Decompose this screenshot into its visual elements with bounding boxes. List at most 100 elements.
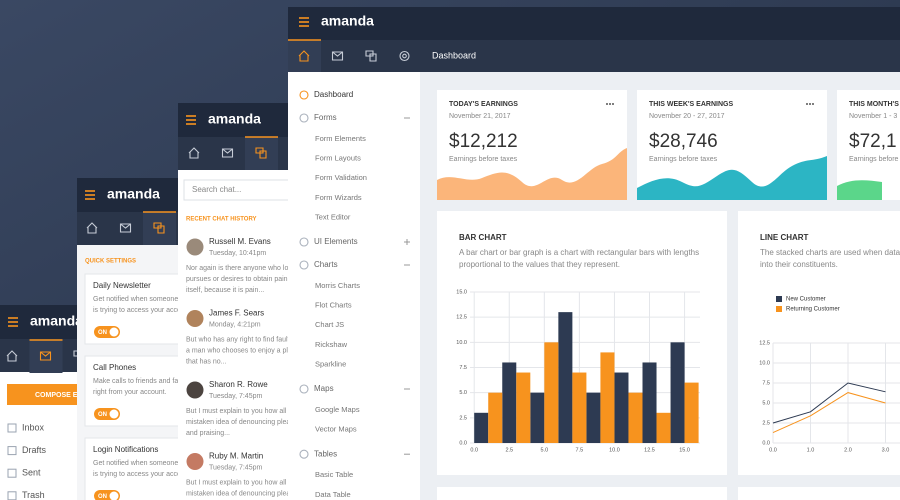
menu-group[interactable]: UI Elements xyxy=(314,237,358,246)
menu-item[interactable]: Form Layouts xyxy=(315,154,361,163)
menu-item[interactable]: Data Table xyxy=(315,490,351,499)
chat-icon[interactable] xyxy=(365,50,377,62)
chat-shape xyxy=(153,222,165,234)
avatar[interactable] xyxy=(186,381,204,399)
chat-text: mistaken idea of denouncing pleas xyxy=(186,490,294,497)
y-tick-label: 7.5 xyxy=(459,365,467,371)
mail-icon[interactable] xyxy=(39,351,52,361)
toggle-label: ON xyxy=(98,330,107,336)
menu-group[interactable]: Tables xyxy=(314,449,337,458)
folder-icon[interactable] xyxy=(7,423,17,433)
menu-group[interactable]: Charts xyxy=(314,260,338,269)
toggle-knob[interactable] xyxy=(109,491,119,500)
card-menu[interactable] xyxy=(806,103,808,105)
brand: amanda xyxy=(321,13,374,29)
card-menu[interactable] xyxy=(812,103,814,105)
menu-item[interactable]: Form Elements xyxy=(315,134,366,143)
bar xyxy=(558,312,573,443)
menu-item[interactable]: Text Editor xyxy=(315,212,351,221)
card-menu[interactable] xyxy=(612,103,614,105)
gear-hub xyxy=(402,53,407,59)
dot-icon[interactable] xyxy=(299,260,309,270)
setting-text: Make calls to friends and fa xyxy=(93,378,178,385)
home-shape xyxy=(188,147,200,159)
folder-icon[interactable] xyxy=(7,468,17,478)
menu-item[interactable]: Rickshaw xyxy=(315,340,348,349)
x-tick-label: 2.5 xyxy=(505,447,513,453)
x-tick-label: 12.5 xyxy=(644,447,655,453)
menu-item[interactable]: Morris Charts xyxy=(315,281,360,290)
chat-icon[interactable] xyxy=(153,222,165,234)
home-icon[interactable] xyxy=(188,147,200,159)
menu-item[interactable]: Google Maps xyxy=(315,405,360,414)
card-menu[interactable] xyxy=(606,103,608,105)
folder[interactable]: Drafts xyxy=(22,445,47,455)
card-date: November 20 - 27, 2017 xyxy=(649,113,725,120)
menu-group[interactable]: Forms xyxy=(314,113,337,122)
bar xyxy=(656,412,671,443)
menu-item[interactable]: Form Validation xyxy=(315,173,367,182)
card xyxy=(437,487,727,500)
x-tick-label: 5.0 xyxy=(541,447,549,453)
home-icon[interactable] xyxy=(298,50,310,62)
card-menu[interactable] xyxy=(809,103,811,105)
gear-icon[interactable] xyxy=(399,50,410,62)
dot-icon[interactable] xyxy=(299,113,309,123)
mail-icon[interactable] xyxy=(221,148,234,158)
toggle-knob[interactable] xyxy=(109,327,119,337)
menu-group[interactable]: Maps xyxy=(314,384,334,393)
card-menu[interactable] xyxy=(609,103,611,105)
menu-group[interactable]: Dashboard xyxy=(314,90,353,99)
x-tick-label: 0.0 xyxy=(470,447,478,453)
gear-shape xyxy=(399,50,410,62)
menu-item[interactable]: Sparkline xyxy=(315,359,346,368)
chat-name[interactable]: Ruby M. Martin xyxy=(209,452,263,461)
card-amount: $12,212 xyxy=(449,131,518,152)
chat-name[interactable]: Sharon R. Rowe xyxy=(209,380,268,389)
x-tick-label: 7.5 xyxy=(576,447,584,453)
toggle-label: ON xyxy=(98,494,107,500)
menu-item[interactable]: Form Wizards xyxy=(315,193,362,202)
chat-name[interactable]: James F. Sears xyxy=(209,309,264,318)
y-tick-label: 0.0 xyxy=(762,440,770,446)
folder[interactable]: Inbox xyxy=(22,422,45,432)
dot-icon[interactable] xyxy=(299,90,309,100)
chat-icon[interactable] xyxy=(255,147,267,159)
chat-name[interactable]: Russell M. Evans xyxy=(209,237,271,246)
bar xyxy=(572,372,587,443)
folder[interactable]: Sent xyxy=(22,468,41,478)
card-date: November 21, 2017 xyxy=(449,113,511,120)
y-tick-label: 5.0 xyxy=(762,400,770,406)
folder-icon[interactable] xyxy=(7,446,17,456)
menu-item[interactable]: Flot Charts xyxy=(315,301,352,310)
avatar[interactable] xyxy=(186,310,204,327)
y-tick-label: 2.5 xyxy=(762,420,770,426)
dot-icon[interactable] xyxy=(299,237,309,247)
setting-text: is trying to access your accou xyxy=(93,307,185,314)
card-note: Earnings before taxes xyxy=(449,156,518,163)
mail-shape xyxy=(119,223,132,233)
mail-icon[interactable] xyxy=(331,51,344,61)
menu-item[interactable]: Vector Maps xyxy=(315,425,357,434)
chat-text: pursues or desires to obtain pain o xyxy=(186,276,294,283)
home-icon[interactable] xyxy=(86,222,98,234)
mail-icon[interactable] xyxy=(119,223,132,233)
chat-text: that has no... xyxy=(186,358,227,365)
chat-time: Tuesday, 10:41pm xyxy=(209,250,266,257)
bar xyxy=(516,372,531,443)
toggle-label: ON xyxy=(98,412,107,418)
toggle-knob[interactable] xyxy=(109,409,119,419)
earnings-sparkline xyxy=(837,180,882,200)
dot-icon[interactable] xyxy=(299,384,309,394)
brand: amanda xyxy=(107,186,160,202)
folder[interactable]: Trash xyxy=(22,490,45,500)
menu-item[interactable]: Chart JS xyxy=(315,320,344,329)
avatar[interactable] xyxy=(186,453,204,470)
dot-icon[interactable] xyxy=(299,449,309,459)
chart-title: BAR CHART xyxy=(459,233,507,242)
menu-item[interactable]: Basic Table xyxy=(315,470,353,479)
home-icon[interactable] xyxy=(6,350,18,362)
icon-bar xyxy=(178,137,308,170)
tab-bar xyxy=(288,40,900,72)
avatar[interactable] xyxy=(186,238,204,256)
